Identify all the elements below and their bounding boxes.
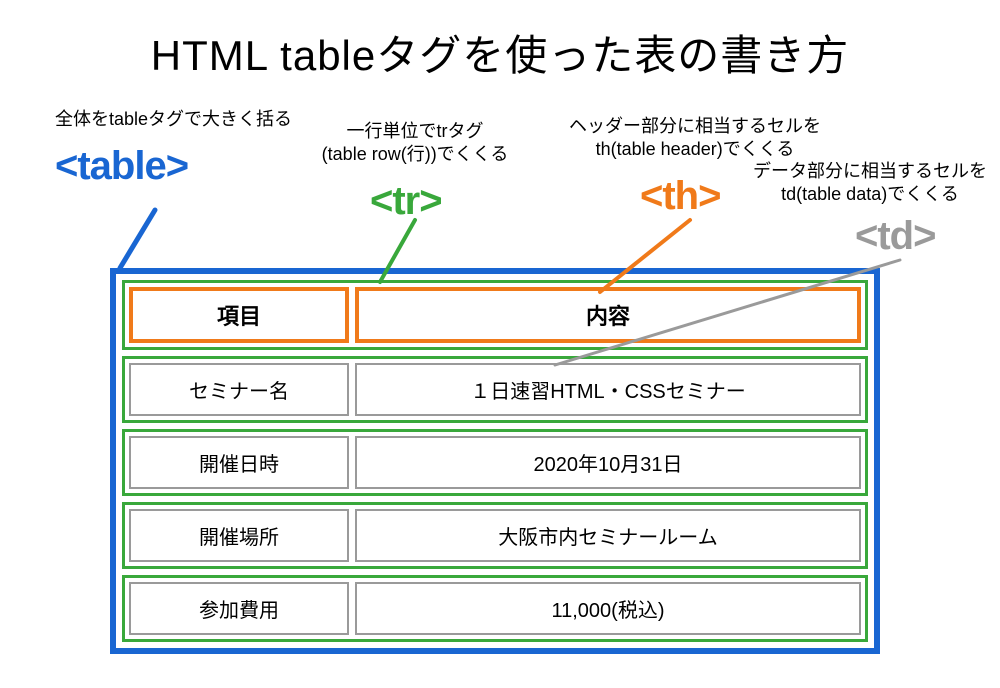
- anno-td-desc: データ部分に相当するセルを td(table data)でくくる: [745, 160, 995, 207]
- table-row: 開催日時 2020年10月31日: [122, 429, 868, 496]
- table-row: 開催場所 大阪市内セミナールーム: [122, 502, 868, 569]
- td-cell: セミナー名: [129, 363, 349, 416]
- anno-tr-desc-line2: (table row(行))でくくる: [322, 144, 509, 164]
- anno-td-desc-line2: td(table data)でくくる: [781, 184, 959, 204]
- td-cell: 11,000(税込): [355, 582, 861, 635]
- table-header-row: 項目 内容: [122, 280, 868, 350]
- th-cell: 項目: [129, 287, 349, 343]
- th-cell: 内容: [355, 287, 861, 343]
- table-row: 参加費用 11,000(税込): [122, 575, 868, 642]
- table-outer-box: 項目 内容 セミナー名 １日速習HTML・CSSセミナー 開催日時 2020年1…: [110, 268, 880, 654]
- connector-line: [120, 210, 155, 268]
- anno-td-desc-line1: データ部分に相当するセルを: [753, 161, 987, 181]
- anno-th-desc-line2: th(table header)でくくる: [596, 139, 795, 159]
- td-cell: 参加費用: [129, 582, 349, 635]
- anno-th-desc-line1: ヘッダー部分に相当するセルを: [569, 116, 821, 136]
- page-title: HTML tableタグを使った表の書き方: [0, 0, 1000, 83]
- anno-td-tag: <td>: [855, 210, 935, 262]
- anno-table-desc: 全体をtableタグで大きく括る: [55, 108, 292, 131]
- table-row: セミナー名 １日速習HTML・CSSセミナー: [122, 356, 868, 423]
- anno-th-desc: ヘッダー部分に相当するセルを th(table header)でくくる: [545, 115, 845, 162]
- td-cell: １日速習HTML・CSSセミナー: [355, 363, 861, 416]
- anno-tr-tag: <tr>: [370, 175, 442, 227]
- td-cell: 大阪市内セミナールーム: [355, 509, 861, 562]
- anno-tr-desc: 一行単位でtrタグ (table row(行))でくくる: [300, 120, 530, 167]
- td-cell: 2020年10月31日: [355, 436, 861, 489]
- td-cell: 開催日時: [129, 436, 349, 489]
- anno-table-tag: <table>: [55, 140, 188, 192]
- anno-tr-desc-line1: 一行単位でtrタグ: [347, 121, 484, 141]
- anno-th-tag: <th>: [640, 170, 720, 222]
- td-cell: 開催場所: [129, 509, 349, 562]
